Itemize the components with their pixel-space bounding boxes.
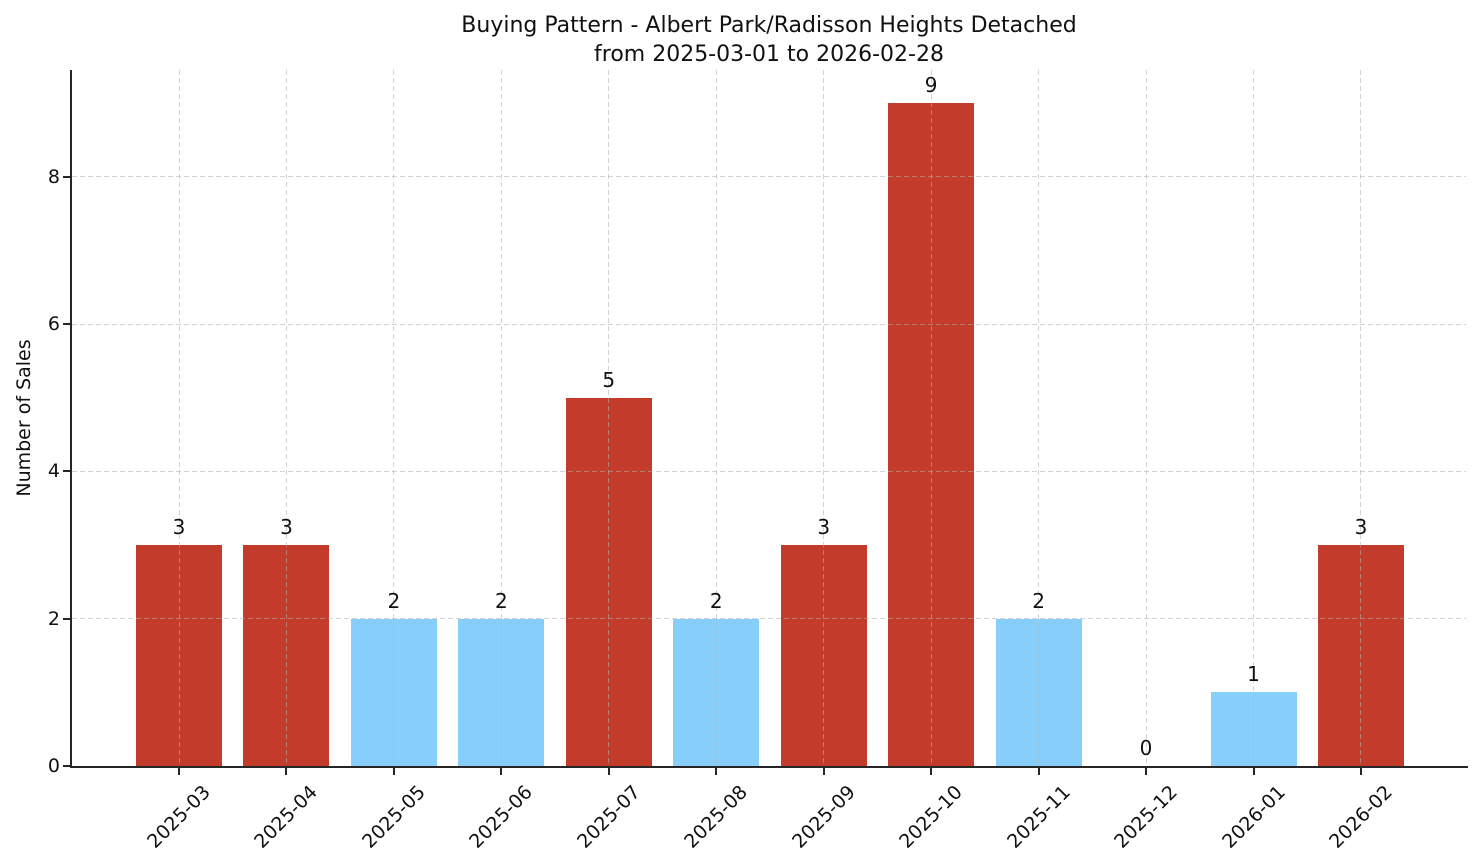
x-tick-2025-06 [500,767,503,775]
gridline-horizontal-6 [72,323,1466,325]
x-tick-label-2025-11: 2025-11 [1002,781,1075,853]
bar-value-label-2026-02: 3 [1354,515,1368,540]
x-tick-label-2025-04: 2025-04 [250,781,323,853]
gridline-vertical-2025-03 [178,70,180,766]
x-tick-2025-08 [715,767,718,775]
chart-title-line-1: Buying Pattern - Albert Park/Radisson He… [461,13,1077,38]
x-tick-label-2025-03: 2025-03 [143,781,215,853]
gridline-vertical-2025-09 [823,70,825,766]
gridline-vertical-2025-11 [1038,70,1040,766]
bar-value-label-2025-12: 0 [1139,736,1153,760]
x-tick-2025-12 [1145,767,1148,775]
x-tick-2026-02 [1359,767,1362,775]
x-tick-label-2025-10: 2025-10 [895,781,967,853]
chart-title: Buying Pattern - Albert Park/Radisson He… [461,11,1076,69]
gridline-vertical-2025-05 [393,70,395,766]
gridline-vertical-2025-12 [1145,70,1147,766]
y-tick-6 [63,323,72,326]
y-tick-label-6: 6 [47,313,60,336]
bar-value-label-2025-10: 9 [924,73,938,98]
plot-area: 3 3 2 2 5 2 3 9 2 0 1 3 [72,70,1466,766]
y-tick-0 [63,765,72,767]
bar-value-label-2025-06: 2 [494,588,508,613]
x-tick-label-2025-06: 2025-06 [465,781,538,853]
gridline-vertical-2026-02 [1360,70,1362,766]
bar-value-label-2026-01: 1 [1247,662,1260,687]
x-tick-label-2025-05: 2025-05 [358,781,430,853]
y-tick-8 [63,175,72,178]
gridline-vertical-2025-07 [608,70,610,766]
y-tick-2 [63,617,72,620]
x-tick-label-2025-08: 2025-08 [680,781,753,853]
bar-value-label-2025-04: 3 [280,515,293,540]
x-tick-label-2025-07: 2025-07 [572,781,645,853]
x-tick-2025-05 [392,767,395,775]
gridline-vertical-2025-08 [715,70,717,766]
chart-title-line-2: from 2025-03-01 to 2026-02-28 [594,42,944,67]
x-axis-spine [70,766,1468,768]
x-tick-label-2025-09: 2025-09 [787,781,860,853]
gridline-vertical-2025-10 [930,70,932,766]
bar-value-label-2025-07: 5 [602,367,616,392]
x-tick-label-2026-02: 2026-02 [1325,781,1397,853]
gridline-vertical-2026-01 [1253,70,1254,766]
gridline-horizontal-8 [72,176,1466,178]
x-tick-2026-01 [1252,767,1255,775]
y-tick-4 [63,470,72,473]
x-tick-2025-07 [607,767,610,775]
y-axis-spine [70,70,72,768]
y-tick-label-4: 4 [47,460,60,483]
bar-value-label-2025-05: 2 [387,588,401,613]
x-tick-2025-03 [178,767,180,775]
y-tick-label-2: 2 [47,607,60,630]
gridline-vertical-2025-04 [285,70,287,766]
bar-value-label-2025-09: 3 [817,515,831,540]
bar-value-label-2025-11: 2 [1032,588,1045,613]
x-tick-2025-10 [930,767,933,775]
x-tick-2025-11 [1037,767,1040,775]
x-tick-label-2025-12: 2025-12 [1110,781,1182,853]
x-tick-2025-09 [822,767,825,775]
gridline-vertical-2025-06 [500,70,502,766]
gridline-horizontal-4 [72,470,1466,472]
bar-value-label-2025-08: 2 [709,588,723,613]
bar-value-label-2025-03: 3 [172,515,186,540]
y-tick-label-8: 8 [47,165,60,188]
x-tick-label-2026-01: 2026-01 [1217,781,1290,853]
x-tick-2025-04 [285,767,288,775]
gridline-horizontal-2 [72,618,1466,620]
y-tick-label-0: 0 [47,755,60,777]
